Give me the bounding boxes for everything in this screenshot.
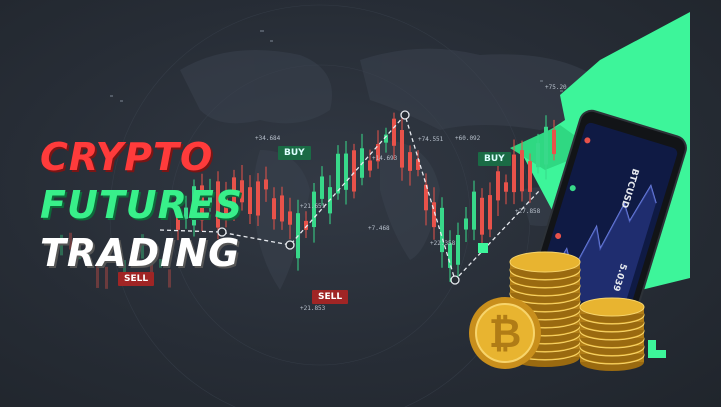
trend-point <box>450 275 460 285</box>
candle-body <box>200 185 204 221</box>
candle-body <box>105 266 108 289</box>
candle-body <box>392 118 396 146</box>
title-futures: FUTURES <box>40 183 244 227</box>
candle-body <box>472 191 476 230</box>
candle-body <box>432 202 436 228</box>
logo-mark <box>648 340 656 358</box>
candle-body <box>544 126 548 165</box>
candle-body <box>464 218 468 230</box>
candle-body <box>60 234 63 256</box>
sell-tag: SELL <box>118 272 155 286</box>
candle-body <box>448 243 452 268</box>
trend-point <box>400 110 410 120</box>
candle-body <box>69 232 72 250</box>
title-crypto: CRYPTO <box>40 135 214 179</box>
candle-body <box>96 262 99 288</box>
candle-body <box>384 134 388 143</box>
candle-body <box>408 152 412 171</box>
candle-body <box>192 186 196 226</box>
candle-body <box>520 150 524 192</box>
candle-body <box>504 182 508 192</box>
sell-tag: SELL <box>312 290 349 304</box>
candle-body <box>336 153 340 194</box>
candle-body <box>528 161 532 192</box>
candle-body <box>552 129 556 155</box>
candle-body <box>352 150 356 192</box>
price-label: +75.20 <box>545 84 567 91</box>
candle-body <box>168 269 171 288</box>
candle-body <box>480 197 484 235</box>
candle-body <box>288 211 292 225</box>
candle-body <box>224 197 228 217</box>
candle-body <box>248 187 252 215</box>
candle-body <box>304 220 308 230</box>
price-label: +7.468 <box>368 225 390 232</box>
candle-body <box>376 144 380 162</box>
candle-body <box>272 198 276 220</box>
bitcoin-coin-icon <box>579 297 645 323</box>
logo-mark <box>648 350 666 358</box>
candle-body <box>368 160 372 171</box>
bitcoin-coin-icon: ₿ <box>469 297 541 369</box>
candle-body <box>87 254 90 265</box>
candle-body <box>536 143 540 168</box>
candle-body <box>424 184 428 211</box>
buy-tag: BUY <box>278 146 311 160</box>
price-label: +14.693 <box>372 155 398 162</box>
candle-body <box>150 261 153 282</box>
candle-body <box>141 234 144 259</box>
title-trading: TRADING <box>40 231 241 275</box>
candle-body <box>123 260 126 278</box>
candle-body <box>132 244 135 258</box>
accent-dot <box>478 243 488 253</box>
svg-text:₿: ₿ <box>489 311 522 357</box>
candle-body <box>256 181 260 216</box>
price-label: +22.358 <box>430 240 456 247</box>
candle-body <box>320 176 324 199</box>
candle-body <box>264 179 268 190</box>
candle-body <box>240 180 244 203</box>
candle-body <box>114 238 117 249</box>
price-label: +74.551 <box>418 136 444 143</box>
trend-point <box>217 227 227 237</box>
candle-body <box>416 159 420 170</box>
price-label: +21.853 <box>300 305 326 312</box>
candle-body <box>208 194 212 205</box>
trend-point <box>285 240 295 250</box>
candle-body <box>232 177 236 208</box>
price-label: +27.858 <box>515 208 541 215</box>
candle-body <box>512 154 516 193</box>
candle-body <box>440 207 444 253</box>
candle-body <box>456 234 460 265</box>
candle-body <box>344 153 348 190</box>
candle-body <box>400 130 404 168</box>
candle-body <box>488 195 492 230</box>
buy-tag: BUY <box>478 152 511 166</box>
candle-body <box>78 248 81 260</box>
price-label: +34.684 <box>255 135 281 142</box>
price-label: +60.092 <box>455 135 481 142</box>
candle-body <box>184 207 188 219</box>
candle-body <box>216 181 220 228</box>
bitcoin-coin-icon <box>509 251 581 279</box>
candle-body <box>280 195 284 222</box>
candle-body <box>159 259 162 268</box>
candle-body <box>176 199 180 230</box>
candle-body <box>312 191 316 228</box>
price-label: +21.651 <box>300 203 326 210</box>
candle-body <box>496 171 500 201</box>
